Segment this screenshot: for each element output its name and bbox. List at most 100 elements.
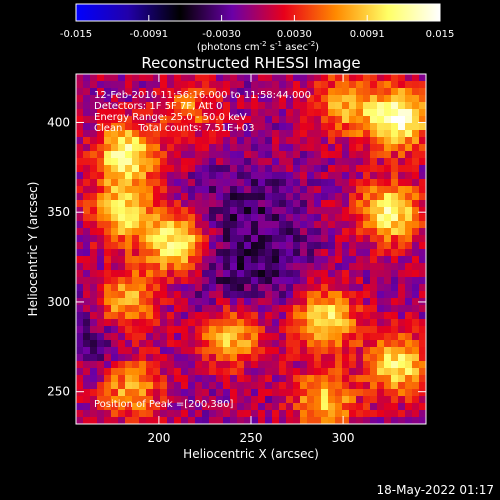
heatmap-cell [363,396,371,404]
heatmap-cell [419,312,426,320]
heatmap-cell [279,361,287,369]
heatmap-cell [349,347,357,355]
heatmap-cell [412,158,420,166]
heatmap-cell [398,263,406,271]
heatmap-cell [195,305,203,313]
heatmap-cell [223,319,231,327]
heatmap-cell [293,256,301,264]
heatmap-cell [90,270,98,278]
heatmap-cell [279,256,287,264]
heatmap-cell [412,193,420,201]
heatmap-cell [146,235,154,243]
heatmap-cell [153,102,161,110]
heatmap-cell [202,228,210,236]
heatmap-cell [279,179,287,187]
heatmap-cell [230,368,238,376]
heatmap-cell [118,312,126,320]
heatmap-cell [307,298,315,306]
heatmap-cell [419,277,426,285]
heatmap-cell [328,81,336,89]
heatmap-cell [265,88,273,96]
heatmap-cell [314,200,322,208]
heatmap-cell [370,277,378,285]
annotation-energy: Energy Range: 25.0 - 50.0 keV [94,112,247,123]
heatmap-cell [370,144,378,152]
heatmap-cell [405,417,413,424]
heatmap-cell [370,95,378,103]
heatmap-cell [132,193,140,201]
heatmap-cell [419,235,426,243]
heatmap-cell [419,263,426,271]
heatmap-cell [223,207,231,215]
heatmap-cell [104,326,112,334]
heatmap-cell [76,172,84,180]
heatmap-cell [300,340,308,348]
heatmap-cell [293,186,301,194]
heatmap-cell [307,200,315,208]
heatmap-cell [412,165,420,173]
heatmap-cell [90,102,98,110]
heatmap-cell [76,95,84,103]
heatmap-cell [412,368,420,376]
heatmap-cell [146,277,154,285]
heatmap-cell [419,305,426,313]
heatmap-cell [244,347,252,355]
heatmap-cell [195,200,203,208]
heatmap-cell [419,200,426,208]
heatmap-cell [216,368,224,376]
heatmap-cell [251,221,259,229]
heatmap-cell [146,340,154,348]
heatmap-cell [174,256,182,264]
heatmap-cell [188,305,196,313]
heatmap-cell [377,200,385,208]
heatmap-cell [342,284,350,292]
heatmap-cell [132,95,140,103]
heatmap-cell [370,81,378,89]
heatmap-cell [202,179,210,187]
heatmap-cell [286,130,294,138]
heatmap-cell [251,123,259,131]
heatmap-cell [272,277,280,285]
heatmap-cell [104,74,112,82]
heatmap-cell [104,389,112,397]
heatmap-cell [97,333,105,341]
heatmap-cell [244,389,252,397]
heatmap-cell [279,242,287,250]
heatmap-cell [349,200,357,208]
heatmap-cell [307,305,315,313]
heatmap-cell [391,396,399,404]
heatmap-cell [377,403,385,411]
heatmap-cell [363,410,371,418]
heatmap-cell [230,305,238,313]
heatmap-cell [258,396,266,404]
heatmap-cell [265,410,273,418]
heatmap-cell [258,291,266,299]
heatmap-cell [111,130,119,138]
heatmap-cell [216,410,224,418]
heatmap-cell [265,277,273,285]
heatmap-cell [188,312,196,320]
heatmap-cell [237,270,245,278]
heatmap-cell [153,95,161,103]
heatmap-cell [167,242,175,250]
heatmap-cell [300,277,308,285]
heatmap-cell [216,382,224,390]
heatmap-cell [377,305,385,313]
heatmap-cell [216,158,224,166]
heatmap-cell [153,137,161,145]
heatmap-cell [111,95,119,103]
heatmap-cell [370,228,378,236]
heatmap-cell [244,319,252,327]
heatmap-cell [146,333,154,341]
heatmap-cell [363,298,371,306]
heatmap-cell [251,193,259,201]
heatmap-cell [97,263,105,271]
heatmap-cell [146,179,154,187]
heatmap-cell [412,235,420,243]
heatmap-cell [174,361,182,369]
heatmap-cell [209,291,217,299]
heatmap-cell [391,382,399,390]
heatmap-cell [377,396,385,404]
heatmap-cell [209,361,217,369]
